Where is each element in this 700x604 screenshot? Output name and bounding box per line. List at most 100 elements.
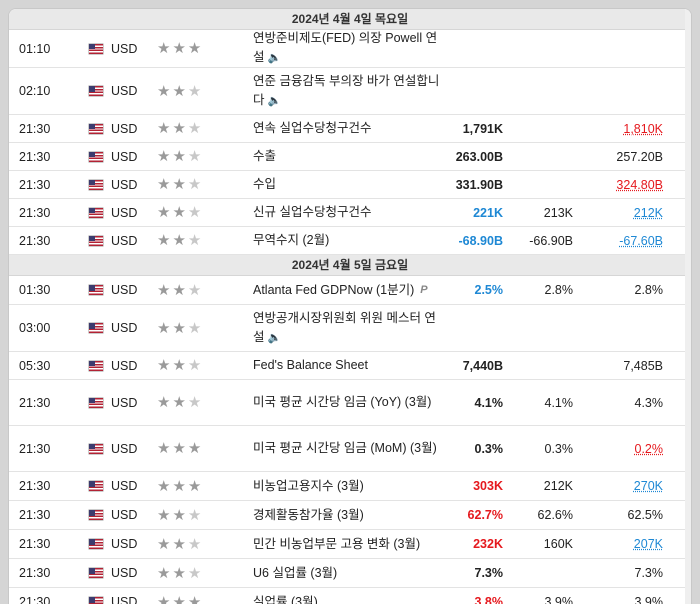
event-name[interactable]: 비농업고용지수 (3월)	[253, 477, 364, 496]
event-name-cell[interactable]: 연방준비제도(FED) 의장 Powell 연설🔈	[253, 30, 443, 67]
previous-value: 1,810K	[623, 115, 663, 142]
importance-stars: ★★★	[157, 30, 203, 67]
event-name-cell[interactable]: 연속 실업수당청구건수	[253, 115, 443, 142]
event-name[interactable]: 민간 비농업부문 고용 변화 (3월)	[253, 535, 420, 554]
event-name[interactable]: 연준 금융감독 부의장 바가 연설합니다🔈	[253, 72, 443, 111]
actual-value: 303K	[473, 472, 503, 500]
forecast-value: 3.9%	[545, 588, 574, 604]
star-icon: ★	[188, 537, 201, 552]
event-time: 01:30	[19, 276, 50, 304]
event-name[interactable]: 연방준비제도(FED) 의장 Powell 연설🔈	[253, 29, 443, 68]
event-name-cell[interactable]: 수입	[253, 171, 443, 198]
event-name-cell[interactable]: 경제활동참가율 (3월)	[253, 501, 443, 529]
star-icon: ★	[188, 41, 201, 56]
star-icon: ★	[172, 321, 185, 336]
previous-value: 7.3%	[635, 559, 664, 587]
star-icon: ★	[172, 233, 185, 248]
event-name[interactable]: 미국 평균 시간당 임금 (MoM) (3월)	[253, 439, 437, 458]
star-icon: ★	[157, 395, 170, 410]
event-time: 21:30	[19, 501, 50, 529]
actual-value: 62.7%	[468, 501, 503, 529]
star-icon: ★	[188, 566, 201, 581]
actual-value: 221K	[473, 199, 503, 226]
event-name-cell[interactable]: Atlanta Fed GDPNow (1분기) P	[253, 276, 443, 304]
star-icon: ★	[188, 149, 201, 164]
us-flag-icon	[89, 481, 103, 491]
event-name[interactable]: Fed's Balance Sheet	[253, 356, 368, 375]
star-icon: ★	[188, 441, 201, 456]
event-name-cell[interactable]: 연준 금융감독 부의장 바가 연설합니다🔈	[253, 68, 443, 114]
event-name[interactable]: U6 실업률 (3월)	[253, 564, 337, 583]
event-name[interactable]: 연방공개시장위원회 위원 메스터 연설🔈	[253, 309, 443, 348]
event-name-cell[interactable]: 민간 비농업부문 고용 변화 (3월)	[253, 530, 443, 558]
event-name[interactable]: 수입	[253, 175, 276, 194]
us-flag-icon	[89, 539, 103, 549]
event-name-cell[interactable]: 미국 평균 시간당 임금 (MoM) (3월)	[253, 426, 443, 471]
event-name-cell[interactable]: Fed's Balance Sheet	[253, 352, 443, 379]
previous-value: 4.3%	[635, 380, 664, 425]
event-time: 21:30	[19, 472, 50, 500]
event-time: 05:30	[19, 352, 50, 379]
event-name[interactable]: 실업률 (3월)	[253, 593, 318, 604]
currency: USD	[111, 68, 137, 114]
event-time: 21:30	[19, 115, 50, 142]
event-name-cell[interactable]: 비농업고용지수 (3월)	[253, 472, 443, 500]
importance-stars: ★★★	[157, 472, 203, 500]
event-name[interactable]: 수출	[253, 147, 276, 166]
star-icon: ★	[172, 121, 185, 136]
event-name[interactable]: 신규 실업수당청구건수	[253, 203, 371, 222]
event-name-cell[interactable]: 미국 평균 시간당 임금 (YoY) (3월)	[253, 380, 443, 425]
importance-stars: ★★★	[157, 276, 203, 304]
star-icon: ★	[172, 537, 185, 552]
actual-value: 1,791K	[463, 115, 503, 142]
star-icon: ★	[157, 321, 170, 336]
forecast-value: 4.1%	[545, 380, 574, 425]
forecast-value: 2.8%	[545, 276, 574, 304]
us-flag-icon	[89, 180, 103, 190]
star-icon: ★	[188, 321, 201, 336]
event-name-cell[interactable]: 연방공개시장위원회 위원 메스터 연설🔈	[253, 305, 443, 351]
star-icon: ★	[157, 177, 170, 192]
event-name[interactable]: 미국 평균 시간당 임금 (YoY) (3월)	[253, 393, 431, 412]
us-flag-icon	[89, 44, 103, 54]
day-header: 2024년 4월 4일 목요일	[9, 9, 691, 30]
scrollbar[interactable]	[685, 9, 691, 604]
event-name[interactable]: 연속 실업수당청구건수	[253, 119, 371, 138]
event-name[interactable]: 무역수지 (2월)	[253, 231, 329, 250]
preliminary-icon: P	[420, 281, 427, 300]
previous-value: 212K	[634, 199, 663, 226]
currency: USD	[111, 171, 137, 198]
flag-cell	[89, 559, 103, 587]
event-name-cell[interactable]: 무역수지 (2월)	[253, 227, 443, 254]
event-name[interactable]: 경제활동참가율 (3월)	[253, 506, 364, 525]
event-name-cell[interactable]: 실업률 (3월)	[253, 588, 443, 604]
event-time: 21:30	[19, 530, 50, 558]
flag-cell	[89, 68, 103, 114]
actual-value: -68.90B	[459, 227, 503, 254]
event-name[interactable]: Atlanta Fed GDPNow (1분기)	[253, 281, 414, 300]
forecast-value: -66.90B	[529, 227, 573, 254]
actual-value: 0.3%	[475, 426, 504, 471]
event-name-cell[interactable]: 신규 실업수당청구건수	[253, 199, 443, 226]
star-icon: ★	[157, 283, 170, 298]
event-name-cell[interactable]: 수출	[253, 143, 443, 170]
event-name-cell[interactable]: U6 실업률 (3월)	[253, 559, 443, 587]
